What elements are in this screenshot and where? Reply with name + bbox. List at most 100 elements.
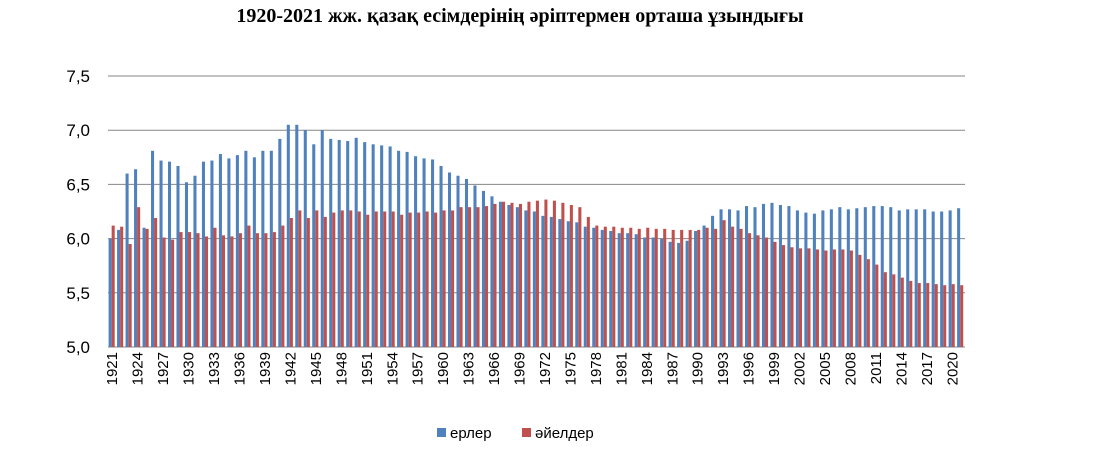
bar-erler [151,150,155,347]
bar-ayelder [943,285,947,347]
bar-ayelder [561,202,565,347]
bar-ayelder [807,248,811,347]
bar-erler [405,151,409,347]
bar-ayelder [824,250,828,347]
bar-erler [422,158,426,347]
bar-ayelder [111,225,115,347]
bar-ayelder [383,211,387,347]
x-tick-label: 2008 [842,352,859,385]
bar-ayelder [900,277,904,347]
bar-ayelder [697,229,701,347]
bar-erler [702,225,706,347]
bar-erler [329,138,333,347]
bar-erler [295,124,299,347]
x-tick-label: 2002 [792,352,809,385]
x-tick-label: 1993 [715,352,732,385]
bar-ayelder [731,226,735,347]
x-tick-label: 2017 [919,352,936,385]
bar-erler [210,160,214,347]
bar-ayelder [832,249,836,347]
bar-ayelder [349,210,353,347]
bar-ayelder [866,259,870,347]
bar-erler [346,141,350,347]
x-tick-label: 1966 [486,352,503,385]
bar-erler [566,221,570,347]
y-tick-label: 5,0 [66,338,90,357]
x-tick-label: 2014 [893,352,910,385]
bar-erler [787,206,791,347]
y-tick-label: 6,0 [66,230,90,249]
bar-ayelder [188,232,192,347]
bar-ayelder [586,216,590,347]
bar-ayelder [680,229,684,347]
bar-erler [583,226,587,347]
bar-erler [125,173,129,347]
bar-erler [575,222,579,347]
bar-erler [897,210,901,347]
bar-erler [218,154,222,347]
bar-ayelder [501,201,506,347]
bar-erler [235,155,239,347]
bar-erler [431,159,435,347]
bar-erler [108,238,112,347]
bar-ayelder [841,249,845,347]
bar-erler [524,210,528,347]
bar-erler [660,238,664,347]
bar-erler [626,233,630,347]
bar-erler [117,229,121,347]
bar-erler [634,234,638,347]
bar-erler [855,208,859,347]
x-tick-label: 1972 [537,352,554,385]
bar-ayelder [128,244,132,347]
bar-erler [134,169,138,347]
bar-erler [770,202,774,347]
legend-label: ерлер [450,425,492,442]
bar-ayelder [739,228,743,347]
x-tick-label: 1948 [333,352,350,385]
bar-erler [456,175,460,347]
bar-ayelder [340,210,344,347]
bar-erler [380,145,384,347]
bar-ayelder [357,211,361,347]
bar-ayelder [213,227,217,347]
bar-ayelder [120,226,124,347]
x-tick-label: 1990 [690,352,707,385]
bar-ayelder [484,206,489,347]
x-tick-label: 1969 [512,352,529,385]
bar-erler [312,144,316,347]
bar-erler [201,161,205,347]
bar-erler [744,206,749,347]
x-tick-label: 1987 [664,352,681,385]
bar-erler [337,139,341,347]
bar-erler [447,172,452,347]
bar-erler [439,165,443,347]
legend-swatch [437,428,446,437]
bar-ayelder [154,218,158,347]
bar-ayelder [425,211,429,347]
bar-ayelder [510,202,514,347]
bar-ayelder [451,210,455,347]
bar-ayelder [527,201,531,347]
bar-erler [464,178,469,347]
bar-erler [940,211,944,347]
bar-ayelder [917,283,921,347]
bar-ayelder [272,232,276,347]
bar-ayelder [137,207,141,347]
bar-ayelder [705,227,709,347]
bar-ayelder [179,232,183,347]
bar-ayelder [518,203,522,347]
bar-erler [286,124,290,347]
bar-ayelder [654,228,658,347]
bar-ayelder [264,233,268,347]
x-tick-label: 1936 [232,352,249,385]
bar-ayelder [756,235,760,347]
bar-ayelder [909,280,913,347]
bar-ayelder [629,227,633,347]
bar-erler [872,206,876,347]
bar-ayelder [459,207,463,347]
x-tick-label: 1942 [282,352,299,385]
legend-swatch [522,428,531,437]
x-tick-label: 1981 [613,352,630,385]
bar-ayelder [552,200,556,347]
x-tick-label: 1954 [384,352,401,385]
